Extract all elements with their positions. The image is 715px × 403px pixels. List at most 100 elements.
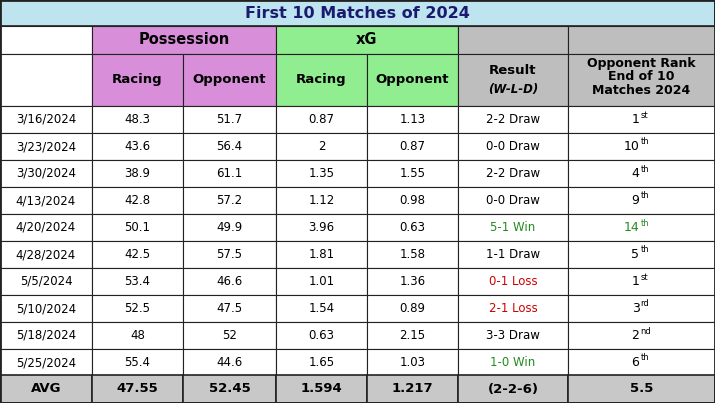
Bar [0,295,92,322]
Text: 44.6: 44.6 [217,356,242,369]
Text: 4/13/2024: 4/13/2024 [16,194,76,207]
Text: 0-0 Draw: 0-0 Draw [486,140,540,153]
Bar [0,160,92,187]
Text: (W-L-D): (W-L-D) [488,83,538,96]
Text: 5/25/2024: 5/25/2024 [16,356,76,369]
Text: AVG: AVG [31,382,61,395]
Text: 3/23/2024: 3/23/2024 [16,140,76,153]
Text: th: th [641,218,649,228]
Text: 2-2 Draw: 2-2 Draw [486,113,540,126]
Text: nd: nd [641,326,651,336]
Bar [568,214,715,241]
Text: 4/28/2024: 4/28/2024 [16,248,76,261]
Text: 55.4: 55.4 [124,356,150,369]
Text: 10: 10 [623,140,639,153]
Text: (2-2-6): (2-2-6) [488,382,538,395]
Text: th: th [641,353,649,363]
Text: th: th [641,245,649,255]
Text: Opponent: Opponent [376,73,449,87]
Bar [458,106,568,133]
Text: th: th [641,137,649,147]
Text: 53.4: 53.4 [124,275,150,288]
Text: 43.6: 43.6 [124,140,151,153]
Text: 56.4: 56.4 [217,140,242,153]
Text: 2.15: 2.15 [400,329,425,342]
Text: 0.87: 0.87 [308,113,335,126]
Bar [92,214,183,241]
Bar [367,349,458,376]
Text: 1.01: 1.01 [308,275,335,288]
Bar [568,106,715,133]
Bar [92,133,183,160]
Bar [92,187,183,214]
Text: 0.89: 0.89 [400,302,425,315]
Bar [276,268,367,295]
Text: 0.98: 0.98 [400,194,425,207]
Bar [458,187,568,214]
Bar [568,54,715,106]
Text: 5/18/2024: 5/18/2024 [16,329,76,342]
Bar [458,214,568,241]
Bar [367,106,458,133]
Bar [568,268,715,295]
Bar [183,187,276,214]
Text: 6: 6 [631,356,639,369]
Bar [92,106,183,133]
Bar [183,106,276,133]
Bar [92,375,183,403]
Text: 1.81: 1.81 [308,248,335,261]
Text: 2: 2 [631,329,639,342]
Bar [0,54,92,106]
Text: 57.5: 57.5 [217,248,242,261]
Bar [276,349,367,376]
Text: 1.35: 1.35 [308,167,335,180]
Text: 3/16/2024: 3/16/2024 [16,113,76,126]
Text: Opponent: Opponent [193,73,266,87]
Text: 5/5/2024: 5/5/2024 [20,275,72,288]
Text: 1: 1 [631,275,639,288]
Text: 38.9: 38.9 [124,167,150,180]
Text: 4: 4 [631,167,639,180]
Text: 1-1 Draw: 1-1 Draw [486,248,540,261]
Text: 51.7: 51.7 [217,113,242,126]
Bar [568,187,715,214]
Text: 3.96: 3.96 [308,221,335,234]
Bar [183,295,276,322]
Text: 1.36: 1.36 [400,275,425,288]
Bar [276,214,367,241]
Text: st: st [641,272,648,282]
Text: 52.45: 52.45 [209,382,250,395]
Bar [568,26,715,54]
Bar [367,322,458,349]
Text: 1.55: 1.55 [400,167,425,180]
Bar [183,133,276,160]
Bar [92,54,183,106]
Bar [568,375,715,403]
Text: 1.217: 1.217 [392,382,433,395]
Bar [0,0,715,26]
Text: 5/10/2024: 5/10/2024 [16,302,76,315]
Bar [92,295,183,322]
Bar [183,349,276,376]
Bar [367,214,458,241]
Text: Racing: Racing [296,73,347,87]
Bar [0,26,92,54]
Text: 47.55: 47.55 [117,382,159,395]
Bar [92,26,276,54]
Text: 1.58: 1.58 [400,248,425,261]
Text: th: th [641,191,649,201]
Text: 1.594: 1.594 [300,382,342,395]
Bar [458,133,568,160]
Text: 1-0 Win: 1-0 Win [490,356,536,369]
Bar [0,322,92,349]
Text: End of 10: End of 10 [608,71,675,83]
Bar [276,26,458,54]
Bar [458,322,568,349]
Text: 3: 3 [631,302,639,315]
Bar [276,322,367,349]
Text: 14: 14 [623,221,639,234]
Bar [92,349,183,376]
Text: 4/20/2024: 4/20/2024 [16,221,76,234]
Bar [367,133,458,160]
Text: Opponent Rank: Opponent Rank [587,58,696,71]
